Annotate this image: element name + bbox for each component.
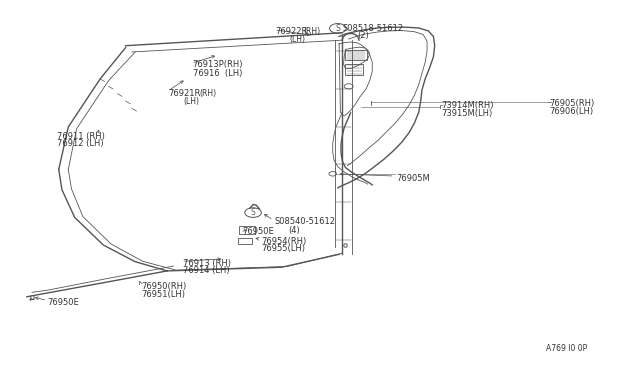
Text: 76911 (RH): 76911 (RH) xyxy=(58,132,106,141)
Text: 76951(LH): 76951(LH) xyxy=(141,290,186,299)
Bar xyxy=(346,50,367,61)
Text: 76916  (LH): 76916 (LH) xyxy=(193,68,242,78)
Text: (LH): (LH) xyxy=(289,35,305,44)
Circle shape xyxy=(329,171,337,176)
Bar xyxy=(239,226,255,234)
Circle shape xyxy=(245,208,261,217)
Text: 76913 (RH): 76913 (RH) xyxy=(183,259,231,268)
Text: 76950(RH): 76950(RH) xyxy=(141,282,187,291)
Text: 76914 (LH): 76914 (LH) xyxy=(183,266,230,276)
Text: 76913P(RH): 76913P(RH) xyxy=(193,61,243,70)
Text: 76922R: 76922R xyxy=(275,27,308,36)
Text: S08518-51612: S08518-51612 xyxy=(342,23,403,32)
Text: 73914M(RH): 73914M(RH) xyxy=(441,101,493,110)
Text: (LH): (LH) xyxy=(183,97,199,106)
Text: 73915M(LH): 73915M(LH) xyxy=(441,109,492,118)
Text: (RH): (RH) xyxy=(199,89,216,98)
Text: S08540-51612: S08540-51612 xyxy=(274,217,335,227)
Text: (4): (4) xyxy=(288,225,300,234)
Circle shape xyxy=(344,84,353,89)
Circle shape xyxy=(330,23,346,33)
Text: 76955(LH): 76955(LH) xyxy=(261,244,305,253)
Text: 76950E: 76950E xyxy=(47,298,79,307)
Text: (RH): (RH) xyxy=(303,27,321,36)
Text: 76950E: 76950E xyxy=(243,227,274,235)
Text: (2): (2) xyxy=(357,31,369,40)
Bar xyxy=(239,238,252,244)
Text: 76912 (LH): 76912 (LH) xyxy=(58,140,104,148)
Text: A769 I0 0P: A769 I0 0P xyxy=(546,344,588,353)
Text: 76905(RH): 76905(RH) xyxy=(549,99,595,108)
Text: 76921R: 76921R xyxy=(168,89,201,98)
Text: 76954(RH): 76954(RH) xyxy=(261,237,307,246)
Text: 76905M: 76905M xyxy=(396,174,430,183)
Text: 76906(LH): 76906(LH) xyxy=(549,107,593,116)
Text: S: S xyxy=(251,208,255,217)
Bar xyxy=(346,64,364,75)
Text: S: S xyxy=(335,24,340,33)
Text: ←: ← xyxy=(29,298,35,304)
